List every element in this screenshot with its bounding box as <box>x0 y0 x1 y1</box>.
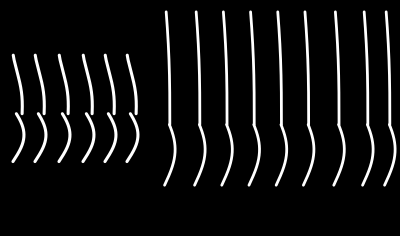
Text: ↑: ↑ <box>164 211 176 225</box>
Text: After: After <box>210 212 242 225</box>
Text: Before: Before <box>91 212 133 225</box>
